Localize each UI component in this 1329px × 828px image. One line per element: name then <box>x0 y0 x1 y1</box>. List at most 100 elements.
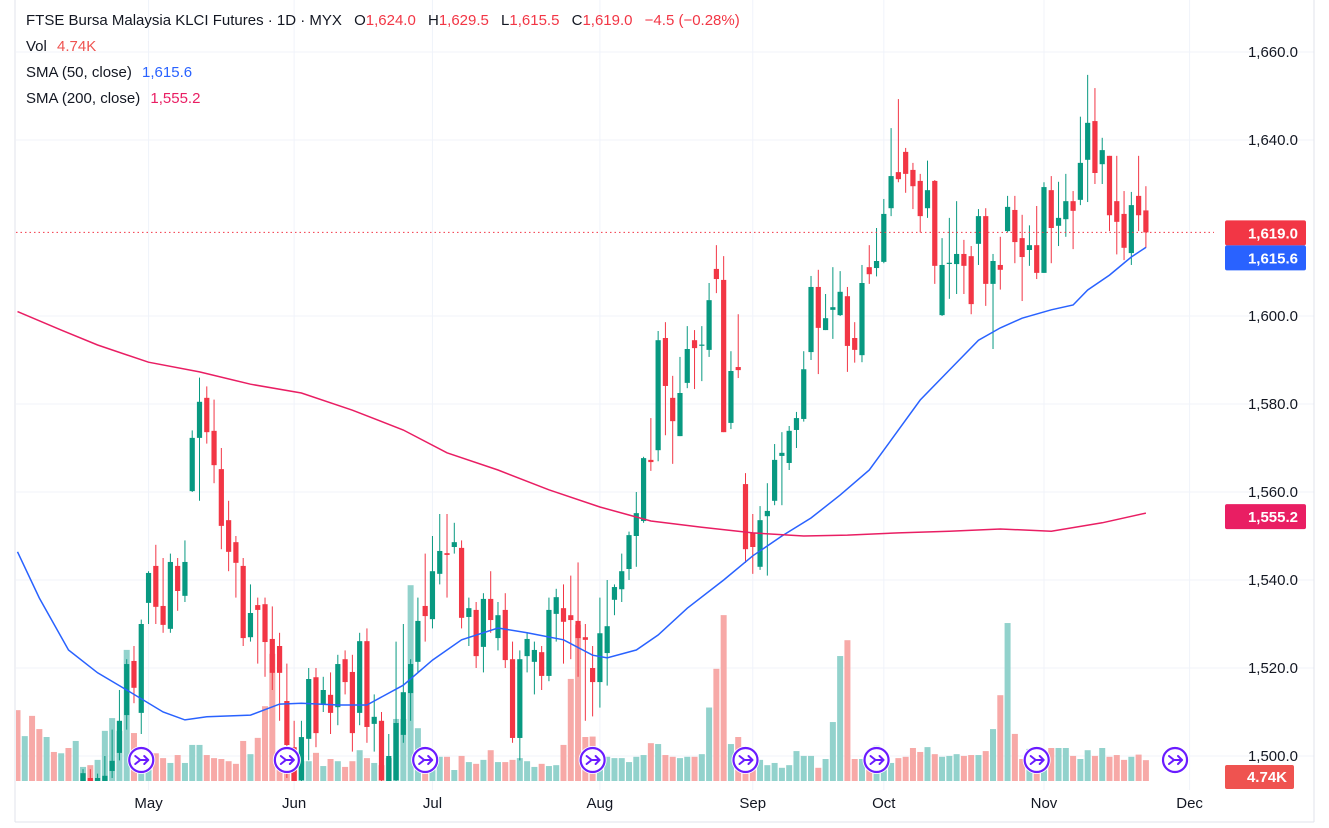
candle-body <box>1143 210 1149 233</box>
candle-body <box>990 261 996 284</box>
rollover-arrow-icon[interactable] <box>272 746 301 774</box>
legend-volume-row[interactable]: Vol 4.74K <box>26 34 740 60</box>
candle <box>1121 191 1127 261</box>
volume-bar <box>189 744 196 781</box>
candle-body <box>1026 245 1033 250</box>
candle-body <box>66 804 71 808</box>
rollover-arrow-icon[interactable] <box>127 746 156 774</box>
candle <box>888 128 894 217</box>
candle <box>160 558 166 633</box>
candle-body <box>415 620 421 662</box>
candle-body <box>684 349 690 383</box>
volume-bar <box>684 756 691 781</box>
candle-body <box>764 510 770 517</box>
event-icon-ring <box>863 746 890 774</box>
candle-body <box>1055 217 1062 226</box>
rollover-arrow-icon[interactable] <box>578 746 607 774</box>
candle <box>895 99 901 183</box>
candle <box>335 654 341 726</box>
event-icon-arrow <box>1029 755 1045 765</box>
volume-bar <box>327 759 334 781</box>
time-axis[interactable]: May Jun Jul Aug Sep Oct Nov Dec <box>134 795 1203 812</box>
legend-sma50-row[interactable]: SMA (50, close) 1,615.6 <box>26 60 740 86</box>
candle-body <box>102 775 108 781</box>
candle-body <box>677 393 683 437</box>
sma50-value: 1,615.6 <box>142 64 193 81</box>
volume-bar <box>706 707 713 781</box>
candle-body <box>495 615 501 639</box>
candle <box>1128 191 1134 265</box>
candle-body <box>626 535 632 569</box>
volume-bar <box>240 740 247 781</box>
rollover-arrow-icon[interactable] <box>731 746 760 774</box>
candle-body <box>1041 187 1047 273</box>
candle-body <box>633 513 639 536</box>
candle <box>357 632 363 726</box>
candle <box>539 646 545 690</box>
candle-body <box>22 800 27 809</box>
candle <box>211 399 217 484</box>
candle-body <box>742 484 749 550</box>
candle <box>546 597 552 682</box>
rollover-arrow-icon[interactable] <box>862 746 891 774</box>
candle-body <box>939 264 945 316</box>
volume-bar <box>494 762 501 781</box>
volume-bar <box>21 736 28 781</box>
volume-bar <box>800 755 807 781</box>
candle <box>524 632 530 673</box>
candle <box>1048 176 1054 264</box>
volume-bar <box>931 754 938 781</box>
price-axis[interactable]: 1,660.0 1,640.0 1,600.0 1,580.0 1,560.0 1,540… <box>1248 44 1298 765</box>
event-icon-arrow <box>418 755 434 765</box>
candle <box>451 522 457 554</box>
candle-body <box>517 659 523 738</box>
candle-body <box>568 615 574 621</box>
volume-bar <box>1048 748 1055 781</box>
candle <box>961 239 967 294</box>
volume-bar <box>174 755 181 781</box>
volume-bar <box>713 668 720 781</box>
volume-bar <box>211 758 218 781</box>
volume-bar <box>844 640 851 781</box>
symbol-title[interactable]: FTSE Bursa Malaysia KLCI Futures · 1D · … <box>26 12 342 29</box>
candle <box>320 676 326 712</box>
volume-bar <box>567 678 574 781</box>
volume-bar <box>829 722 836 781</box>
candle-body <box>488 598 494 621</box>
volume-bar <box>312 752 319 781</box>
volume-bar <box>895 758 902 781</box>
event-icon-arrow <box>1168 755 1184 765</box>
candle-body <box>975 216 982 244</box>
candle <box>1136 155 1142 232</box>
plot-area[interactable] <box>15 74 1226 828</box>
candle <box>1077 116 1083 206</box>
candle-body <box>429 571 436 620</box>
candle <box>378 712 385 781</box>
volume-bar <box>968 755 975 781</box>
rollover-arrow-icon[interactable] <box>411 746 440 774</box>
volume-bar <box>778 767 785 781</box>
volume-bar <box>575 624 582 781</box>
candle-body <box>801 369 807 419</box>
time-axis-label: Dec <box>1176 795 1203 812</box>
candle-body <box>422 605 428 617</box>
candle <box>815 269 821 375</box>
rollover-arrow-icon[interactable] <box>1022 746 1051 774</box>
volume-bar <box>655 744 662 781</box>
volume-bar <box>502 762 509 781</box>
candle-body <box>575 620 581 639</box>
event-markers[interactable] <box>127 746 1190 774</box>
rollover-arrow-icon[interactable] <box>1161 746 1190 774</box>
legend-sma200-row[interactable]: SMA (200, close) 1,555.2 <box>26 86 740 112</box>
candle <box>852 322 858 363</box>
volume-bar <box>669 756 676 781</box>
volume-bar <box>749 766 756 781</box>
volume-bar <box>822 759 829 781</box>
volume-bar <box>939 756 946 781</box>
volume-bar <box>633 756 640 781</box>
candle <box>87 769 93 781</box>
volume-bar <box>232 763 239 781</box>
candle <box>691 330 698 390</box>
volume-bar <box>1091 755 1098 781</box>
